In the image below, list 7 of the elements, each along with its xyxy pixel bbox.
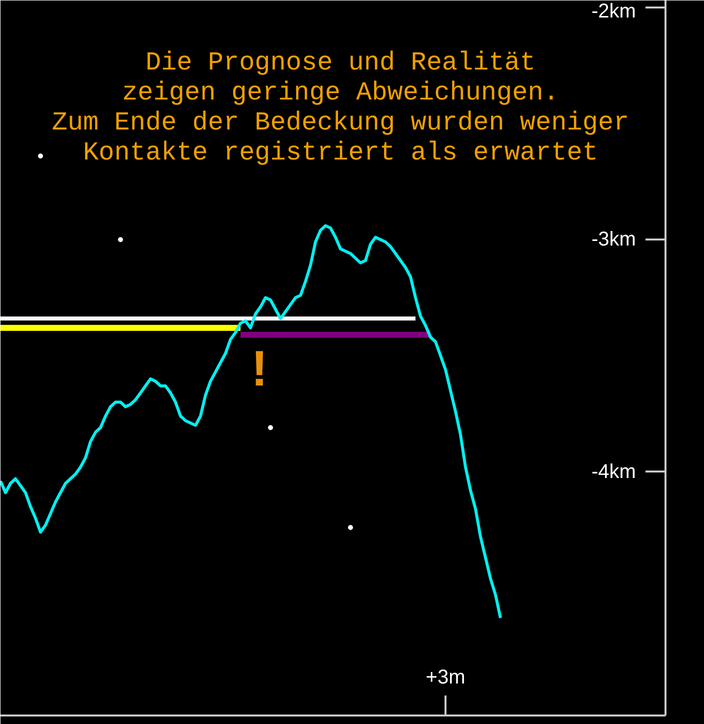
y-tick-label: -2km xyxy=(592,0,636,22)
y-tick-label: -3km xyxy=(592,228,636,251)
annotation: Die Prognose und Realität zeigen geringe Abweichungen. xyxy=(122,48,559,108)
x-tick-label: +3m xyxy=(426,666,466,688)
y-tick-label: -4km xyxy=(592,460,636,483)
annotation: Zum Ende der Bedeckung wurden weniger Kontakte registriert als erwartet xyxy=(52,108,630,168)
annotation: ! xyxy=(251,340,268,396)
